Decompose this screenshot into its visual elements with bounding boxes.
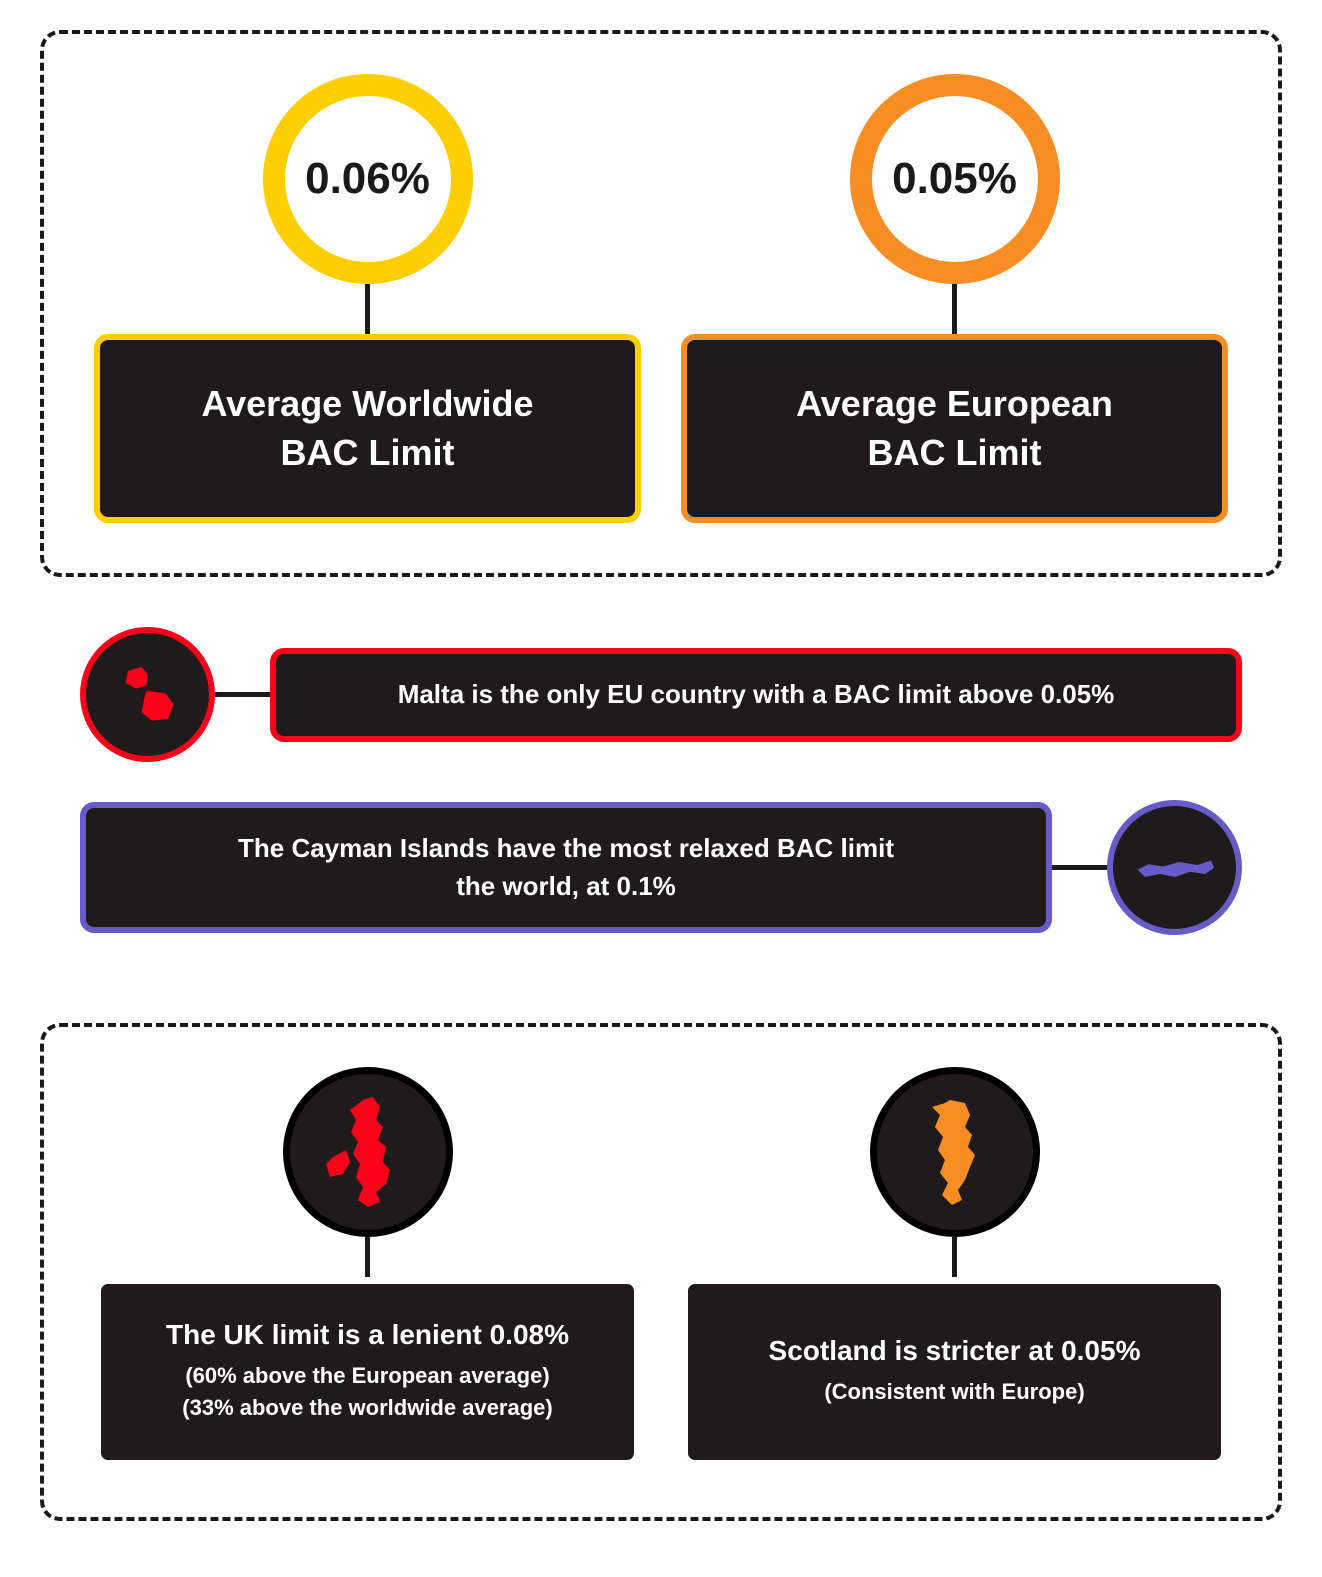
fact-malta: Malta is the only EU country with a BAC …	[80, 627, 1242, 762]
uk-line-sub2: (33% above the worldwide average)	[121, 1395, 614, 1421]
fact-cayman: The Cayman Islands have the most relaxed…	[80, 800, 1242, 935]
scotland-line-sub1: (Consistent with Europe)	[708, 1379, 1201, 1405]
connector-vertical	[952, 284, 957, 334]
cayman-map-icon	[1130, 838, 1220, 898]
scotland-icon-circle	[870, 1067, 1040, 1237]
cayman-fact-box: The Cayman Islands have the most relaxed…	[80, 802, 1052, 933]
worldwide-stat: 0.06% Average Worldwide BAC Limit	[94, 74, 641, 523]
malta-icon-circle	[80, 627, 215, 762]
worldwide-label-box: Average Worldwide BAC Limit	[94, 334, 641, 523]
malta-map-icon	[108, 655, 188, 735]
worldwide-label-line1: Average Worldwide	[120, 380, 615, 429]
malta-fact-box: Malta is the only EU country with a BAC …	[270, 648, 1242, 742]
scotland-fact-box: Scotland is stricter at 0.05% (Consisten…	[681, 1277, 1228, 1467]
cayman-icon-circle	[1107, 800, 1242, 935]
european-label-line1: Average European	[707, 380, 1202, 429]
worldwide-value: 0.06%	[305, 154, 430, 204]
uk-icon-circle	[283, 1067, 453, 1237]
malta-fact-text: Malta is the only EU country with a BAC …	[398, 679, 1115, 709]
european-value: 0.05%	[892, 154, 1017, 204]
uk-line-main: The UK limit is a lenient 0.08%	[121, 1319, 614, 1351]
cayman-fact-line2: the world, at 0.1%	[116, 868, 1016, 906]
connector-vertical	[952, 1237, 957, 1277]
scotland-map-icon	[910, 1095, 1000, 1210]
worldwide-label-line2: BAC Limit	[120, 429, 615, 478]
facts-section: Malta is the only EU country with a BAC …	[40, 577, 1282, 1023]
european-value-circle: 0.05%	[850, 74, 1060, 284]
worldwide-value-circle: 0.06%	[263, 74, 473, 284]
uk-stat: The UK limit is a lenient 0.08% (60% abo…	[94, 1067, 641, 1467]
connector-horizontal	[215, 692, 270, 697]
connector-horizontal	[1052, 865, 1107, 870]
uk-line-sub1: (60% above the European average)	[121, 1363, 614, 1389]
connector-vertical	[365, 284, 370, 334]
uk-map-icon	[318, 1092, 418, 1212]
scotland-line-main: Scotland is stricter at 0.05%	[708, 1335, 1201, 1367]
scotland-stat: Scotland is stricter at 0.05% (Consisten…	[681, 1067, 1228, 1467]
cayman-fact-line1: The Cayman Islands have the most relaxed…	[116, 830, 1016, 868]
bottom-stats-panel: The UK limit is a lenient 0.08% (60% abo…	[40, 1023, 1282, 1521]
top-stats-panel: 0.06% Average Worldwide BAC Limit 0.05% …	[40, 30, 1282, 577]
european-label-line2: BAC Limit	[707, 429, 1202, 478]
european-label-box: Average European BAC Limit	[681, 334, 1228, 523]
connector-vertical	[365, 1237, 370, 1277]
european-stat: 0.05% Average European BAC Limit	[681, 74, 1228, 523]
uk-fact-box: The UK limit is a lenient 0.08% (60% abo…	[94, 1277, 641, 1467]
